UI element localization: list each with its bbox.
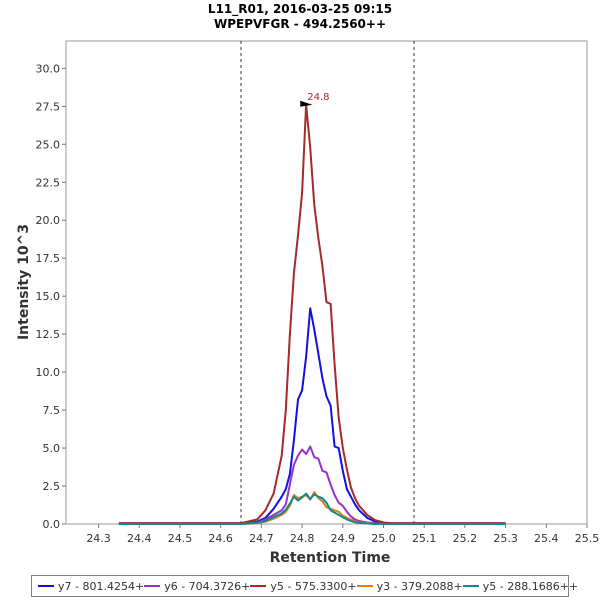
legend: y7 - 801.4254+ y6 - 704.3726+ y5 - 575.330… xyxy=(31,575,578,597)
x-axis: 24.3 24.4 24.5 24.6 24.7 24.8 24.9 25.0 25.1 25.2… xyxy=(86,524,599,545)
legend-swatch xyxy=(250,585,267,587)
chart-subtitle: WPEPVFGR - 494.2560++ xyxy=(214,17,386,31)
y-tick-label: 20.0 xyxy=(36,214,61,227)
legend-swatch xyxy=(356,585,373,587)
x-tick-label: 24.8 xyxy=(290,532,315,545)
y-tick-label: 7.5 xyxy=(43,404,61,417)
x-tick-label: 25.5 xyxy=(575,532,600,545)
annotation-label: 24.8 xyxy=(307,92,329,103)
y-axis: 0.0 2.5 5.0 7.5 10.0 12.5 15.0 17.5 20.0 22.5 25.0… xyxy=(36,62,66,531)
legend-label: y5 - 288.1686++ xyxy=(482,579,579,593)
legend-swatch xyxy=(462,585,479,587)
series-line-4 xyxy=(118,492,506,525)
annotation-arrow-icon xyxy=(300,100,313,107)
x-tick-label: 24.5 xyxy=(168,532,193,545)
legend-label: y3 - 379.2088+ xyxy=(376,579,463,593)
y-tick-label: 27.5 xyxy=(36,100,61,113)
y-tick-label: 30.0 xyxy=(36,62,61,75)
y-tick-label: 22.5 xyxy=(36,176,61,189)
legend-label: y5 - 575.3300+ xyxy=(270,579,357,593)
series-line-2 xyxy=(118,103,506,525)
legend-swatch xyxy=(38,585,54,587)
y-tick-label: 15.0 xyxy=(36,290,61,303)
x-tick-label: 25.4 xyxy=(534,532,559,545)
legend-item-3: y3 - 379.2088+ xyxy=(356,579,463,593)
y-tick-label: 5.0 xyxy=(43,442,61,455)
x-tick-label: 25.0 xyxy=(371,532,396,545)
y-tick-label: 17.5 xyxy=(36,252,61,265)
x-axis-label: Retention Time xyxy=(270,550,391,566)
y-axis-label: Intensity 10^3 xyxy=(16,224,32,340)
series-lines xyxy=(118,103,506,525)
x-tick-label: 24.3 xyxy=(86,532,111,545)
legend-label: y7 - 801.4254+ xyxy=(58,579,145,593)
legend-item-0: y7 - 801.4254+ xyxy=(38,580,144,593)
legend-item-4: y5 - 288.1686++ xyxy=(462,579,579,593)
peak-annotation: 24.8 xyxy=(300,92,330,107)
y-tick-label: 25.0 xyxy=(36,138,61,151)
chart-title: L11_R01, 2016-03-25 09:15 xyxy=(208,2,392,17)
y-tick-label: 2.5 xyxy=(43,480,61,493)
x-tick-label: 24.4 xyxy=(127,532,152,545)
peak-boundaries xyxy=(240,41,415,524)
y-tick-label: 0.0 xyxy=(43,518,61,531)
x-tick-label: 24.9 xyxy=(331,532,356,545)
x-tick-label: 25.1 xyxy=(412,532,437,545)
plot-area xyxy=(65,40,588,525)
legend-swatch xyxy=(144,585,161,587)
y-tick-label: 10.0 xyxy=(36,366,61,379)
legend-item-2: y5 - 575.3300+ xyxy=(250,579,357,593)
x-tick-label: 24.7 xyxy=(249,532,274,545)
x-tick-label: 24.6 xyxy=(208,532,233,545)
y-tick-label: 12.5 xyxy=(36,328,61,341)
legend-label: y6 - 704.3726+ xyxy=(164,579,251,593)
x-tick-label: 25.3 xyxy=(493,532,518,545)
x-tick-label: 25.2 xyxy=(453,532,478,545)
legend-item-1: y6 - 704.3726+ xyxy=(144,580,250,593)
